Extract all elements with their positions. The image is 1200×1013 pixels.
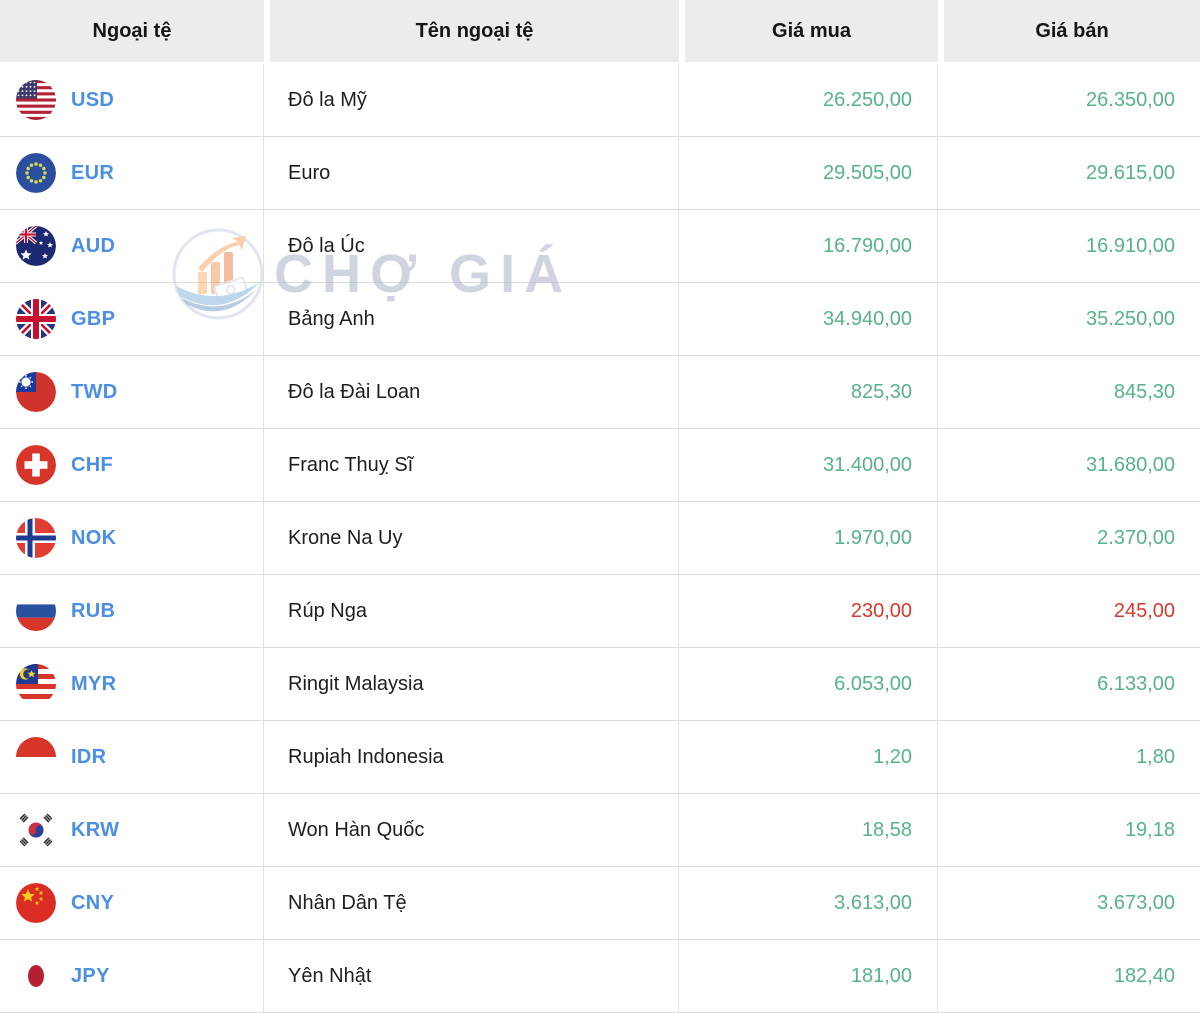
currency-name: Ringit Malaysia xyxy=(288,672,424,695)
currency-code-link[interactable]: GBP xyxy=(71,307,116,330)
sell-price-value: 16.910,00 xyxy=(1086,234,1175,257)
currency-name: Nhân Dân Tệ xyxy=(288,891,407,914)
currency-name: Đô la Đài Loan xyxy=(288,380,421,403)
currency-code-link[interactable]: MYR xyxy=(71,672,117,695)
currency-code-link[interactable]: TWD xyxy=(71,380,118,403)
sell-price-value: 31.680,00 xyxy=(1086,453,1175,476)
buy-price-value: 230,00 xyxy=(850,599,912,622)
currency-name: Euro xyxy=(288,161,331,184)
column-header-sell-price: Giá bán xyxy=(938,0,1200,62)
table-row: NOK Krone Na Uy 1.970,00 2.370,00 xyxy=(0,502,1200,575)
buy-price-value: 181,00 xyxy=(850,964,912,987)
sell-price-value: 182,40 xyxy=(1113,964,1175,987)
sell-price-value: 3.673,00 xyxy=(1097,891,1175,914)
table-row: TWD Đô la Đài Loan 825,30 845,30 xyxy=(0,356,1200,429)
eur-flag-icon xyxy=(16,153,56,193)
sell-price-value: 26.350,00 xyxy=(1086,88,1175,111)
myr-flag-icon xyxy=(16,664,56,704)
column-header-buy-price: Giá mua xyxy=(679,0,938,62)
currency-name: Won Hàn Quốc xyxy=(288,818,425,841)
jpy-flag-icon xyxy=(16,956,56,996)
nok-flag-icon xyxy=(16,518,56,558)
table-row: CNY Nhân Dân Tệ 3.613,00 3.673,00 xyxy=(0,867,1200,940)
sell-price-value: 29.615,00 xyxy=(1086,161,1175,184)
currency-name: Krone Na Uy xyxy=(288,526,403,549)
buy-price-value: 1,20 xyxy=(873,745,912,768)
currency-name: Rúp Nga xyxy=(288,599,367,622)
table-row: MYR Ringit Malaysia 6.053,00 6.133,00 xyxy=(0,648,1200,721)
buy-price-value: 1.970,00 xyxy=(834,526,912,549)
table-row: AUD Đô la Úc 16.790,00 16.910,00 xyxy=(0,210,1200,283)
buy-price-value: 16.790,00 xyxy=(823,234,912,257)
table-row: KRW Won Hàn Quốc 18,58 19,18 xyxy=(0,794,1200,867)
table-row: IDR Rupiah Indonesia 1,20 1,80 xyxy=(0,721,1200,794)
currency-code-link[interactable]: JPY xyxy=(71,964,110,987)
currency-code-link[interactable]: AUD xyxy=(71,234,116,257)
currency-code-link[interactable]: KRW xyxy=(71,818,120,841)
currency-name: Bảng Anh xyxy=(288,307,375,330)
table-row: CHF Franc Thuỵ Sĩ 31.400,00 31.680,00 xyxy=(0,429,1200,502)
idr-flag-icon xyxy=(16,737,56,777)
buy-price-value: 31.400,00 xyxy=(823,453,912,476)
currency-code-link[interactable]: EUR xyxy=(71,161,115,184)
cny-flag-icon xyxy=(16,883,56,923)
table-row: GBP Bảng Anh 34.940,00 35.250,00 xyxy=(0,283,1200,356)
krw-flag-icon xyxy=(16,810,56,850)
buy-price-value: 3.613,00 xyxy=(834,891,912,914)
chf-flag-icon xyxy=(16,445,56,485)
gbp-flag-icon xyxy=(16,299,56,339)
buy-price-value: 26.250,00 xyxy=(823,88,912,111)
sell-price-value: 1,80 xyxy=(1136,745,1175,768)
buy-price-value: 34.940,00 xyxy=(823,307,912,330)
table-header-row: Ngoại tệ Tên ngoại tệ Giá mua Giá bán xyxy=(0,0,1200,62)
currency-code-link[interactable]: CNY xyxy=(71,891,115,914)
currency-name: Franc Thuỵ Sĩ xyxy=(288,453,414,476)
currency-name: Đô la Úc xyxy=(288,234,365,257)
table-row: USD Đô la Mỹ 26.250,00 26.350,00 xyxy=(0,64,1200,137)
buy-price-value: 6.053,00 xyxy=(834,672,912,695)
aud-flag-icon xyxy=(16,226,56,266)
table-row: RUB Rúp Nga 230,00 245,00 xyxy=(0,575,1200,648)
currency-name: Yên Nhật xyxy=(288,964,372,987)
rub-flag-icon xyxy=(16,591,56,631)
currency-name: Đô la Mỹ xyxy=(288,88,367,111)
currency-code-link[interactable]: CHF xyxy=(71,453,114,476)
sell-price-value: 35.250,00 xyxy=(1086,307,1175,330)
sell-price-value: 2.370,00 xyxy=(1097,526,1175,549)
table-row: JPY Yên Nhật 181,00 182,40 xyxy=(0,940,1200,1013)
table-row: EUR Euro 29.505,00 29.615,00 xyxy=(0,137,1200,210)
sell-price-value: 245,00 xyxy=(1113,599,1175,622)
currency-code-link[interactable]: IDR xyxy=(71,745,107,768)
buy-price-value: 825,30 xyxy=(850,380,912,403)
twd-flag-icon xyxy=(16,372,56,412)
buy-price-value: 29.505,00 xyxy=(823,161,912,184)
table-body: USD Đô la Mỹ 26.250,00 26.350,00 EUR Eur… xyxy=(0,64,1200,1013)
column-header-currency-name: Tên ngoại tệ xyxy=(264,0,679,62)
currency-code-link[interactable]: NOK xyxy=(71,526,117,549)
sell-price-value: 19,18 xyxy=(1124,818,1175,841)
currency-code-link[interactable]: USD xyxy=(71,88,115,111)
currency-code-link[interactable]: RUB xyxy=(71,599,116,622)
currency-name: Rupiah Indonesia xyxy=(288,745,444,768)
usd-flag-icon xyxy=(16,80,56,120)
buy-price-value: 18,58 xyxy=(861,818,912,841)
column-header-currency: Ngoại tệ xyxy=(0,0,264,62)
sell-price-value: 845,30 xyxy=(1113,380,1175,403)
sell-price-value: 6.133,00 xyxy=(1097,672,1175,695)
